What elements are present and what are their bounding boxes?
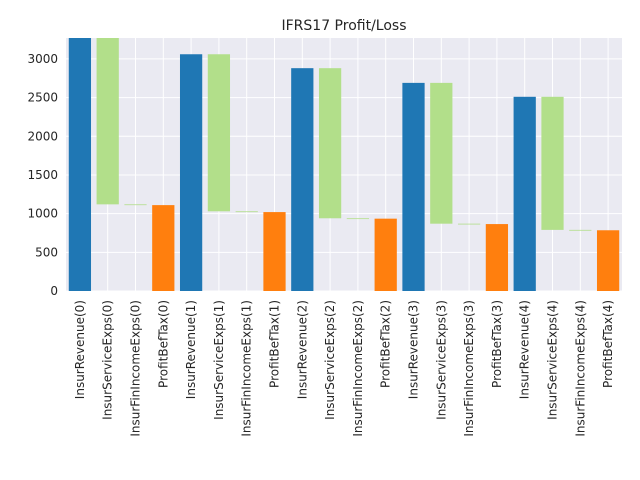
y-axis-ticks: 0 500 1000 1500 2000 2500 3000 bbox=[27, 52, 58, 298]
x-axis-ticks: InsurRevenue(0) InsurServiceExps(0) InsurF… bbox=[73, 300, 615, 437]
y-tick-label: 500 bbox=[35, 245, 58, 259]
y-tick-label: 2500 bbox=[27, 91, 58, 105]
x-tick-label: ProfitBefTax(2) bbox=[379, 300, 393, 388]
bar-ProfitBefTax(2) bbox=[374, 218, 397, 291]
y-tick-label: 1000 bbox=[27, 207, 58, 221]
bar-InsurServiceExps(1) bbox=[207, 54, 231, 212]
x-tick-label: InsurFinIncomeExps(4) bbox=[573, 300, 587, 437]
x-tick-label: ProfitBefTax(4) bbox=[601, 300, 615, 388]
bar-InsurFinIncomeExps(4) bbox=[569, 229, 592, 231]
y-tick-label: 1500 bbox=[27, 168, 58, 182]
y-tick-label: 0 bbox=[50, 284, 58, 298]
x-tick-label: InsurServiceExps(0) bbox=[101, 300, 115, 420]
x-tick-label: InsurFinIncomeExps(2) bbox=[351, 300, 365, 437]
x-tick-label: ProfitBefTax(1) bbox=[268, 300, 282, 388]
bar-InsurRevenue(0) bbox=[68, 38, 92, 291]
plot-area bbox=[66, 38, 622, 291]
x-tick-label: InsurFinIncomeExps(1) bbox=[240, 300, 254, 437]
bar-InsurRevenue(1) bbox=[179, 54, 203, 291]
x-tick-label: InsurRevenue(3) bbox=[407, 300, 421, 399]
y-tick-label: 2000 bbox=[27, 129, 58, 143]
bar-ProfitBefTax(1) bbox=[263, 212, 286, 291]
chart-title: IFRS17 Profit/Loss bbox=[281, 18, 406, 34]
bar-InsurServiceExps(0) bbox=[96, 38, 119, 205]
x-tick-label: ProfitBefTax(3) bbox=[490, 300, 504, 388]
bar-InsurServiceExps(4) bbox=[541, 96, 564, 230]
bar-InsurFinIncomeExps(3) bbox=[457, 223, 481, 225]
bar-ProfitBefTax(3) bbox=[485, 224, 509, 291]
bar-InsurServiceExps(3) bbox=[430, 82, 453, 224]
x-tick-label: InsurRevenue(4) bbox=[518, 300, 532, 399]
x-tick-label: InsurServiceExps(3) bbox=[434, 300, 448, 420]
x-tick-label: ProfitBefTax(0) bbox=[156, 300, 170, 388]
x-tick-label: InsurFinIncomeExps(0) bbox=[129, 300, 143, 437]
bar-InsurFinIncomeExps(2) bbox=[346, 218, 370, 220]
bar-InsurServiceExps(2) bbox=[318, 68, 342, 219]
bar-InsurRevenue(2) bbox=[291, 68, 314, 291]
bar-InsurRevenue(3) bbox=[402, 82, 425, 291]
x-tick-label: InsurRevenue(2) bbox=[295, 300, 309, 399]
x-tick-label: InsurServiceExps(4) bbox=[546, 300, 560, 420]
y-tick-label: 3000 bbox=[27, 52, 58, 66]
x-tick-label: InsurServiceExps(2) bbox=[323, 300, 337, 420]
bar-InsurRevenue(4) bbox=[513, 96, 536, 291]
x-tick-label: InsurRevenue(0) bbox=[73, 300, 87, 399]
x-tick-label: InsurServiceExps(1) bbox=[212, 300, 226, 420]
bar-InsurFinIncomeExps(1) bbox=[235, 211, 258, 213]
x-tick-label: InsurFinIncomeExps(3) bbox=[462, 300, 476, 437]
bar-InsurFinIncomeExps(0) bbox=[124, 204, 147, 206]
x-tick-label: InsurRevenue(1) bbox=[184, 300, 198, 399]
bar-ProfitBefTax(0) bbox=[152, 205, 175, 291]
bar-ProfitBefTax(4) bbox=[596, 230, 620, 291]
bars bbox=[68, 38, 620, 291]
